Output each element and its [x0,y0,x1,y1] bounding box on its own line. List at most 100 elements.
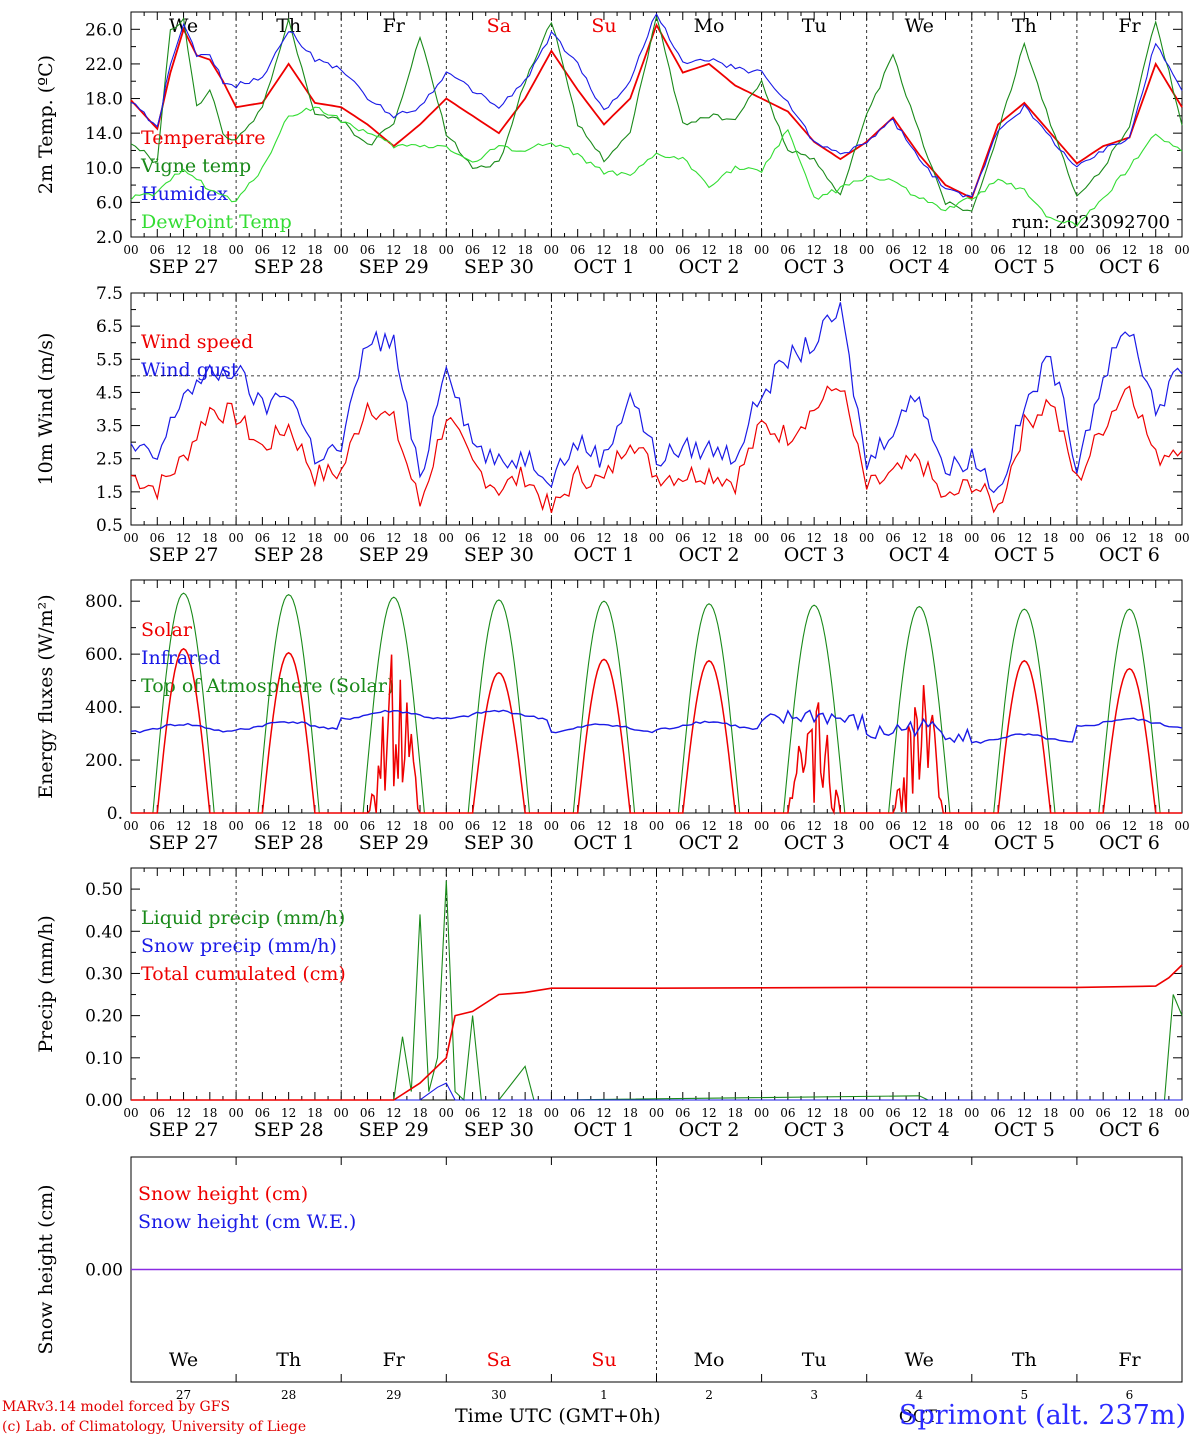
hour-tick-label: 12 [386,819,401,833]
hour-tick-label: 06 [1096,819,1111,833]
hour-tick-label: 06 [990,243,1005,257]
hour-tick-label: 18 [202,243,217,257]
hour-tick-label: 18 [728,531,743,545]
lab-credit: (c) Lab. of Climatology, University of L… [2,1419,307,1435]
hour-tick-label: 00 [859,1106,874,1120]
hour-tick-label: 18 [202,819,217,833]
hour-tick-label: 12 [281,1106,296,1120]
hour-tick-label: 18 [623,1106,638,1120]
legend-entry: Infrared [141,647,221,669]
hour-tick-label: 18 [1043,531,1058,545]
hour-tick-label: 00 [228,819,243,833]
month-label: OCT [899,1407,938,1427]
date-label: SEP 29 [359,1119,429,1141]
hour-tick-label: 18 [938,531,953,545]
hour-tick-label: 00 [228,531,243,545]
hour-tick-label: 18 [728,819,743,833]
hour-tick-label: 00 [649,243,664,257]
hour-tick-label: 12 [281,819,296,833]
hour-tick-label: 06 [360,1106,375,1120]
hour-tick-label: 18 [307,1106,322,1120]
date-label: SEP 30 [464,256,534,278]
day-name-label: Sa [487,15,511,37]
hour-tick-label: 06 [885,243,900,257]
hour-tick-label: 06 [150,243,165,257]
hour-tick-label: 00 [1174,819,1189,833]
run-label: run: 2023092700 [1012,212,1170,233]
hour-tick-label: 18 [833,819,848,833]
legend-entry: Snow precip (mm/h) [141,935,337,957]
y-tick-label: 0.00 [85,1091,123,1111]
date-label: SEP 30 [464,1119,534,1141]
hour-tick-label: 06 [150,531,165,545]
hour-tick-label: 12 [1122,531,1137,545]
day-name-label: Fr [383,1349,406,1371]
hour-tick-label: 12 [176,819,191,833]
hour-tick-label: 00 [859,531,874,545]
y-axis-label: 10m Wind (m/s) [35,333,57,486]
date-label: SEP 28 [254,832,324,854]
y-tick-label: 2.0 [96,228,123,248]
date-label: OCT 3 [784,544,845,566]
day-number-label: 27 [176,1388,191,1402]
hour-tick-label: 06 [570,819,585,833]
date-label: SEP 28 [254,1119,324,1141]
panel-3: 00 06 12 18 00 06 12 18 00 06 12 18 00 06 12 18 00 06 12 18… [35,579,1190,854]
hour-tick-label: 12 [1122,819,1137,833]
day-name-label: Th [1012,15,1037,37]
day-number-label: 1 [600,1388,608,1402]
day-name-label: Tu [802,1349,827,1371]
hour-tick-label: 12 [596,819,611,833]
hour-tick-label: 12 [701,819,716,833]
hour-tick-label: 18 [833,1106,848,1120]
hour-tick-label: 18 [1148,819,1163,833]
hour-tick-label: 18 [307,243,322,257]
hour-tick-label: 18 [728,1106,743,1120]
legend-entry: Total cumulated (cm) [141,963,346,985]
hour-tick-label: 00 [123,1106,138,1120]
y-axis-label: Energy fluxes (W/m²) [35,594,57,798]
date-label: SEP 30 [464,544,534,566]
y-tick-label: 5.5 [96,350,123,370]
date-label: OCT 4 [889,256,950,278]
hour-tick-label: 12 [1017,819,1032,833]
hour-tick-label: 06 [570,243,585,257]
day-name-label: We [905,1349,934,1371]
y-tick-label: 22.0 [85,55,123,75]
hour-tick-label: 00 [439,819,454,833]
date-label: OCT 6 [1099,544,1160,566]
hour-tick-label: 00 [123,243,138,257]
date-label: OCT 3 [784,256,845,278]
plot-frame [130,11,1183,238]
day-name-label: Th [276,1349,301,1371]
series-line-vigne-temp [130,16,1183,212]
date-label: OCT 1 [573,544,634,566]
day-number-label: 3 [810,1388,818,1402]
hour-tick-label: 06 [990,819,1005,833]
hour-tick-label: 06 [570,1106,585,1120]
y-tick-label: 10.0 [85,159,123,179]
hour-tick-label: 18 [412,531,427,545]
y-tick-label: 400. [85,698,123,718]
date-label: SEP 27 [149,256,219,278]
hour-tick-label: 00 [439,243,454,257]
legend-entry: Top of Atmosphere (Solar) [141,675,394,697]
hour-tick-label: 18 [202,1106,217,1120]
hour-tick-label: 18 [412,243,427,257]
hour-tick-label: 18 [833,243,848,257]
date-label: OCT 4 [889,544,950,566]
hour-tick-label: 06 [1096,531,1111,545]
hour-tick-label: 00 [754,819,769,833]
station-label: Sprimont (alt. 237m) [899,1400,1186,1431]
day-number-label: 4 [915,1388,923,1402]
y-tick-label: 18.0 [85,90,123,110]
hour-tick-label: 18 [517,819,532,833]
hour-tick-label: 12 [912,819,927,833]
series-line-humidex [130,12,1183,198]
day-name-label: Th [276,15,301,37]
legend-entry: Snow height (cm W.E.) [138,1211,356,1233]
hour-tick-label: 12 [491,243,506,257]
date-label: OCT 6 [1099,1119,1160,1141]
day-name-label: Fr [383,15,406,37]
hour-tick-label: 18 [1148,1106,1163,1120]
